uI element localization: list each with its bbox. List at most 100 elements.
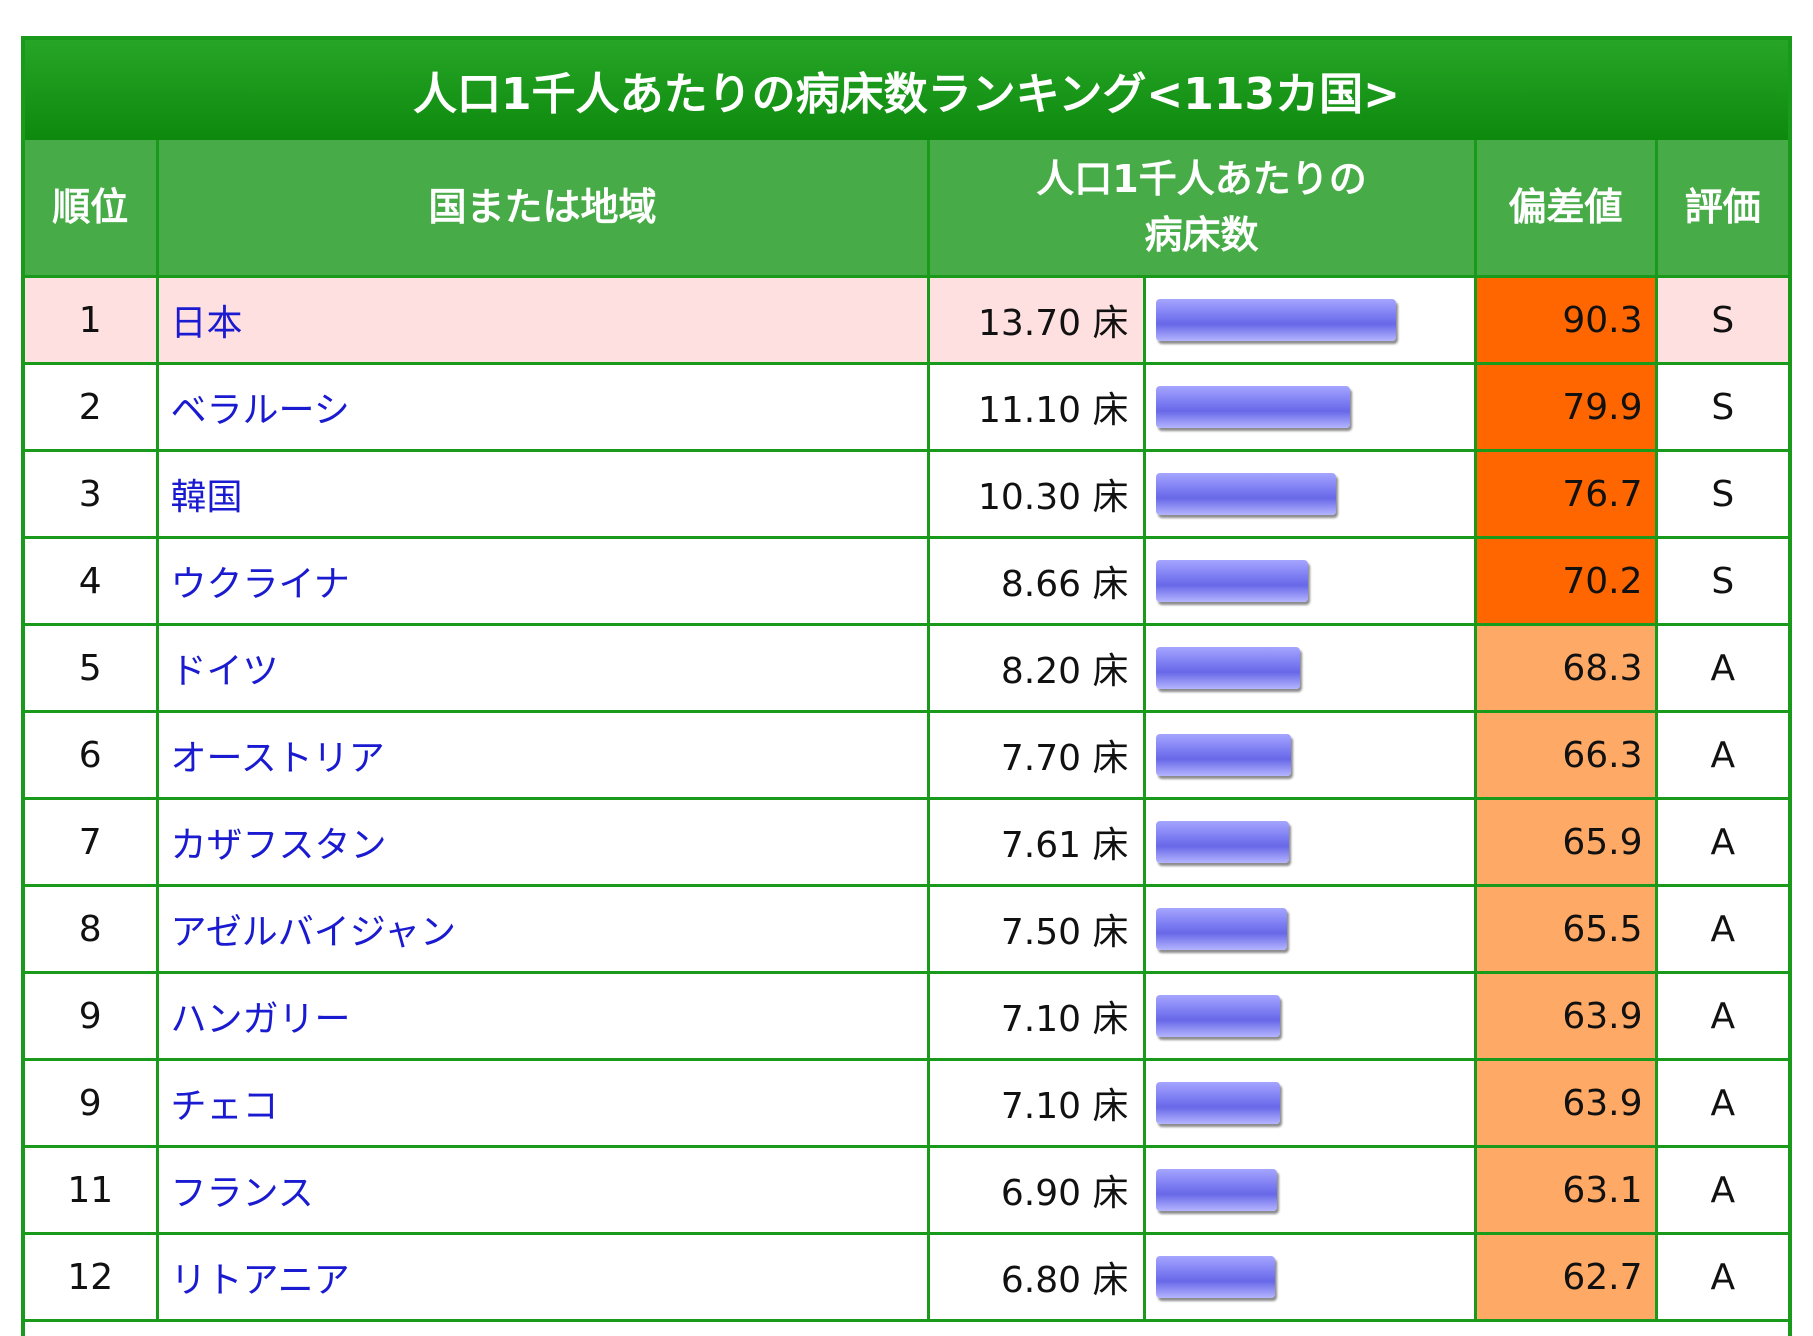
header-rank: 順位 [25,140,159,278]
deviation-value: 79.9 [1473,362,1658,452]
table-row: 3 韓国 10.30 床 76.7 S [25,449,1788,539]
grade-value: S [1654,449,1788,539]
beds-bar [1155,908,1287,950]
deviation-value: 65.5 [1473,884,1658,974]
rank-cell: 11 [25,1145,159,1235]
grade-value: A [1654,1058,1788,1148]
deviation-value: 76.7 [1473,449,1658,539]
beds-value: 8.20 床 [926,623,1146,713]
beds-bar [1155,386,1350,428]
rank-cell: 5 [25,623,159,713]
beds-bar [1155,995,1280,1037]
country-link[interactable]: ハンガリー [155,971,930,1061]
header-beds-line1: 人口1千人あたりの [1036,157,1367,202]
table-row: 12 リトアニア 6.80 床 62.7 A [25,1232,1788,1322]
table-row: 9 ハンガリー 7.10 床 63.9 A [25,971,1788,1061]
beds-value: 10.30 床 [926,449,1146,539]
deviation-value: 63.9 [1473,1058,1658,1148]
grade-value: A [1654,797,1788,887]
table-row: 6 オーストリア 7.70 床 66.3 A [25,710,1788,800]
beds-bar [1155,473,1336,515]
bar-cell [1142,1232,1477,1322]
header-grade: 評価 [1654,140,1788,278]
beds-bar [1155,560,1308,602]
beds-value: 7.70 床 [926,710,1146,800]
table-row: 8 アゼルバイジャン 7.50 床 65.5 A [25,884,1788,974]
grade-value: S [1654,362,1788,452]
bar-cell [1142,362,1477,452]
grade-value: A [1654,884,1788,974]
beds-value: 7.10 床 [926,1058,1146,1148]
country-link[interactable]: アゼルバイジャン [155,884,930,974]
deviation-value: 62.7 [1473,1232,1658,1322]
grade-value: S [1654,536,1788,626]
beds-value: 13.70 床 [926,275,1146,365]
table-title: 人口1千人あたりの病床数ランキング<113カ国> [25,40,1788,140]
beds-value: 6.80 床 [926,1232,1146,1322]
country-link[interactable]: ウクライナ [155,536,930,626]
country-link[interactable]: フランス [155,1145,930,1235]
deviation-value: 68.3 [1473,623,1658,713]
rank-cell: 2 [25,362,159,452]
beds-bar [1155,647,1300,689]
grade-value: A [1654,1145,1788,1235]
rank-cell: 9 [25,971,159,1061]
beds-bar [1155,1082,1280,1124]
beds-bar [1155,299,1396,341]
beds-value: 6.90 床 [926,1145,1146,1235]
rank-cell: 1 [25,275,159,365]
beds-value: 8.66 床 [926,536,1146,626]
deviation-value: 66.3 [1473,710,1658,800]
country-link[interactable]: 韓国 [155,449,930,539]
rank-cell: 8 [25,884,159,974]
country-link[interactable]: オーストリア [155,710,930,800]
bar-cell [1142,449,1477,539]
grade-value: A [1654,971,1788,1061]
table-row: 2 ベラルーシ 11.10 床 79.9 S [25,362,1788,452]
deviation-value: 63.9 [1473,971,1658,1061]
bar-cell [1142,884,1477,974]
rank-cell: 4 [25,536,159,626]
table-row: 5 ドイツ 8.20 床 68.3 A [25,623,1788,713]
table-row: 9 チェコ 7.10 床 63.9 A [25,1058,1788,1148]
rank-cell: 3 [25,449,159,539]
header-row: 順位 国または地域 人口1千人あたりの 病床数 偏差値 評価 [25,140,1788,278]
table-row: 4 ウクライナ 8.66 床 70.2 S [25,536,1788,626]
deviation-value: 65.9 [1473,797,1658,887]
beds-bar [1155,821,1289,863]
header-beds: 人口1千人あたりの 病床数 [926,140,1477,278]
table-row: 11 フランス 6.90 床 63.1 A [25,1145,1788,1235]
rank-cell: 12 [25,1232,159,1322]
bar-cell [1142,797,1477,887]
country-link[interactable]: リトアニア [155,1232,930,1322]
country-link[interactable]: 日本 [155,275,930,365]
bar-cell [1142,536,1477,626]
ranking-table: 順位 国または地域 人口1千人あたりの 病床数 偏差値 評価 1 日本 13.70 … [25,140,1788,1322]
bar-cell [1142,1058,1477,1148]
header-country: 国または地域 [155,140,930,278]
country-link[interactable]: チェコ [155,1058,930,1148]
bar-cell [1142,623,1477,713]
country-link[interactable]: カザフスタン [155,797,930,887]
header-beds-line2: 病床数 [1144,212,1259,257]
table-row: 7 カザフスタン 7.61 床 65.9 A [25,797,1788,887]
beds-value: 7.61 床 [926,797,1146,887]
country-link[interactable]: ドイツ [155,623,930,713]
header-deviation: 偏差値 [1473,140,1658,278]
beds-bar [1155,1256,1275,1298]
rank-cell: 6 [25,710,159,800]
grade-value: S [1654,275,1788,365]
beds-bar [1155,734,1291,776]
deviation-value: 70.2 [1473,536,1658,626]
beds-value: 7.10 床 [926,971,1146,1061]
grade-value: A [1654,710,1788,800]
deviation-value: 63.1 [1473,1145,1658,1235]
table-row: 1 日本 13.70 床 90.3 S [25,275,1788,365]
country-link[interactable]: ベラルーシ [155,362,930,452]
rank-cell: 9 [25,1058,159,1148]
beds-value: 11.10 床 [926,362,1146,452]
deviation-value: 90.3 [1473,275,1658,365]
bar-cell [1142,275,1477,365]
bar-cell [1142,1145,1477,1235]
beds-bar [1155,1169,1277,1211]
